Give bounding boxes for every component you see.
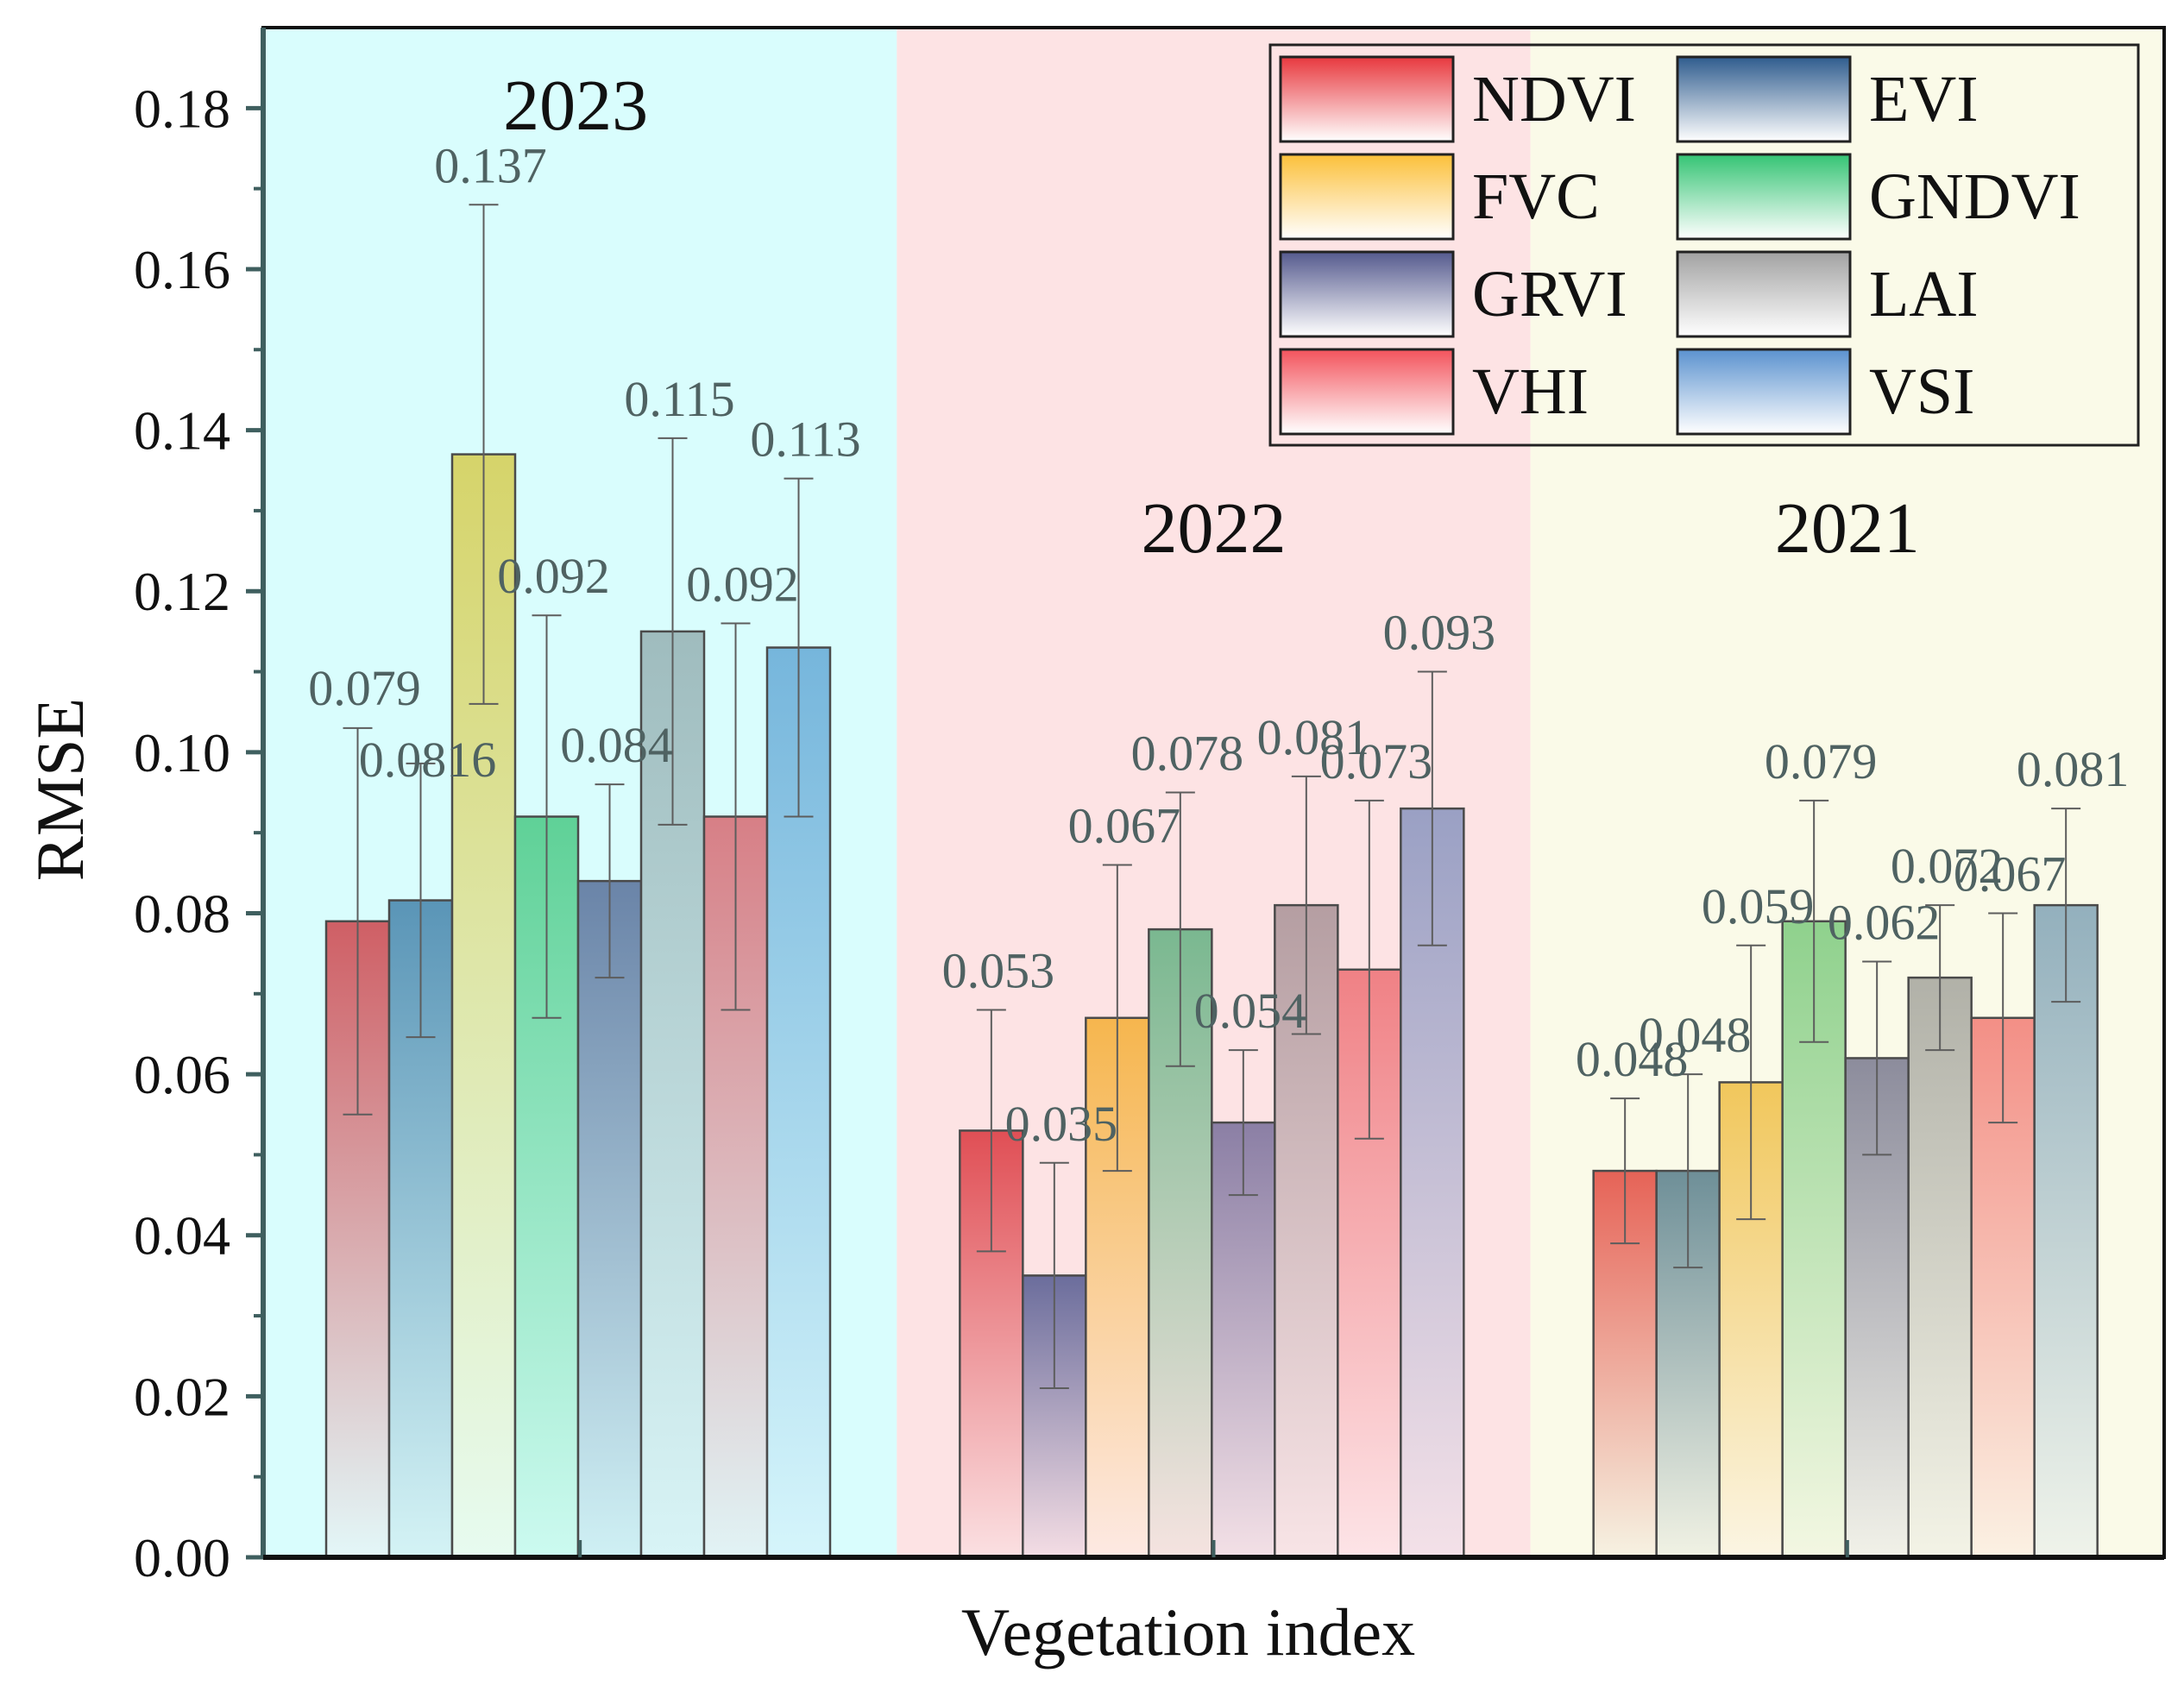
y-tick-label: 0.16 [134,239,230,300]
y-tick-label: 0.00 [134,1527,230,1588]
legend-swatch-VSI [1676,348,1852,436]
value-label-2023-GNDVI: 0.092 [497,548,610,604]
value-label-2021-GNDVI: 0.079 [1765,733,1878,789]
value-label-2021-VSI: 0.081 [2017,741,2130,797]
error-bar-2022-NDVI [976,1009,1006,1253]
value-label-2022-VHI: 0.073 [1320,733,1433,789]
legend-swatch-LAI [1676,250,1852,338]
legend-label-GRVI: GRVI [1472,258,1627,330]
legend-box [1268,43,2140,447]
y-tick-label: 0.08 [134,883,230,944]
error-bar-2021-VHI [1988,912,2018,1124]
value-label-2023-EVI: 0.0816 [359,732,497,788]
error-bar-2023-LAI [658,437,688,826]
value-label-2023-LAI: 0.115 [624,371,734,427]
value-label-2021-VHI: 0.067 [1954,846,2067,902]
error-bar-2023-NDVI [343,726,373,1116]
bar-2021-VSI [2033,903,2099,1559]
legend-label-VHI: VHI [1472,355,1589,428]
bar-2021-LAI [1907,976,1973,1559]
legend-swatch-FVC [1279,153,1455,241]
x-axis-title: Vegetation index [961,1594,1415,1669]
error-bar-2023-GNDVI [532,614,562,1019]
value-label-2022-LAI: 0.081 [1257,709,1370,765]
error-bar-2021-NDVI [1610,1097,1640,1245]
value-label-2022-NDVI: 0.053 [942,942,1055,998]
value-label-2023-GRVI: 0.084 [560,717,673,773]
y-axis-title: RMSE [22,698,98,881]
value-label-2021-EVI: 0.048 [1639,1007,1752,1063]
error-bar-2021-EVI [1673,1073,1703,1269]
error-bar-2021-FVC [1736,944,1766,1221]
error-bar-2022-LAI [1291,775,1321,1035]
y-tick-label: 0.04 [134,1205,230,1267]
bar-2023-GRVI [576,879,643,1559]
value-label-2023-VSI: 0.113 [750,412,860,468]
legend-label-GNDVI: GNDVI [1869,160,2080,233]
legend-label-EVI: EVI [1869,63,1979,135]
legend-swatch-NDVI [1279,55,1455,143]
value-label-2022-GNDVI: 0.078 [1131,726,1244,782]
value-label-2021-LAI: 0.072 [1891,838,2004,894]
legend-label-FVC: FVC [1472,160,1600,233]
value-label-2022-VSI: 0.093 [1383,605,1496,661]
error-bar-2023-EVI [406,762,436,1039]
legend-swatch-EVI [1676,55,1852,143]
value-label-2022-FVC: 0.067 [1068,797,1181,853]
y-tick-label: 0.06 [134,1044,230,1105]
legend-swatch-VHI [1279,348,1455,436]
error-bar-2022-GNDVI [1165,791,1195,1067]
value-label-2022-EVI: 0.035 [1005,1096,1118,1152]
error-bar-2021-VSI [2051,808,2081,1003]
error-bar-2022-EVI [1039,1161,1069,1390]
value-label-2021-FVC: 0.059 [1702,878,1815,934]
error-bar-2023-VHI [721,622,751,1011]
year-label-2022: 2022 [1142,488,1287,569]
y-tick-label: 0.10 [134,722,230,783]
error-bar-2023-GRVI [595,783,625,979]
value-label-2021-NDVI: 0.048 [1576,1031,1689,1087]
error-bar-2022-FVC [1102,864,1132,1173]
legend-label-VSI: VSI [1869,355,1974,428]
error-bar-2021-GRVI [1862,960,1892,1156]
legend-label-LAI: LAI [1869,258,1979,330]
year-label-2023: 2023 [503,66,648,146]
error-bar-2023-FVC [469,204,499,705]
error-bar-2022-GRVI [1228,1049,1258,1197]
y-tick-label: 0.02 [134,1366,230,1427]
legend-label-NDVI: NDVI [1472,63,1636,135]
error-bar-2022-VSI [1417,670,1447,946]
legend-swatch-GRVI [1279,250,1455,338]
y-tick-label: 0.18 [134,78,230,139]
year-label-2021: 2021 [1775,488,1920,569]
value-label-2022-GRVI: 0.054 [1194,983,1307,1039]
error-bar-2022-VHI [1354,799,1384,1140]
error-bar-2021-GNDVI [1799,799,1829,1043]
value-label-2023-VHI: 0.092 [686,556,799,613]
value-label-2021-GRVI: 0.062 [1828,894,1941,950]
y-tick-label: 0.14 [134,400,230,462]
legend-swatch-GNDVI [1676,153,1852,241]
value-label-2023-FVC: 0.137 [434,137,547,193]
error-bar-2021-LAI [1925,904,1955,1052]
error-bar-2023-VSI [784,477,814,818]
value-label-2023-NDVI: 0.079 [308,660,421,716]
y-tick-label: 0.12 [134,561,230,622]
